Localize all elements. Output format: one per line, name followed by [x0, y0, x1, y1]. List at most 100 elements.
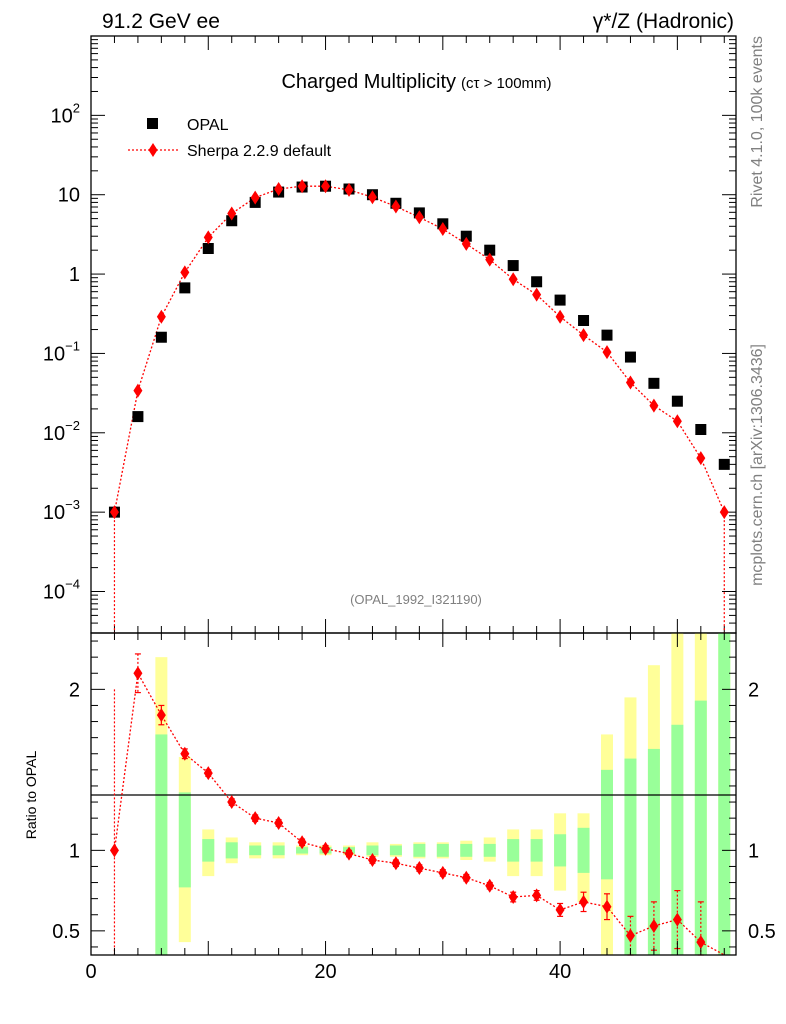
ratio-point	[227, 795, 237, 810]
ratio-inner-band	[366, 845, 379, 856]
ratio-point	[485, 878, 495, 893]
sherpa-point	[532, 287, 542, 302]
main-y-tick-label: 10−4	[43, 577, 80, 604]
sherpa-point	[579, 328, 589, 343]
ratio-inner-band	[155, 734, 168, 955]
main-y-tick-label: 10−1	[43, 338, 80, 365]
chart-title-suffix: (cτ > 100mm)	[461, 75, 552, 92]
legend: OPAL Sherpa 2.2.9 default	[128, 117, 332, 160]
ratio-inner-band	[694, 700, 707, 955]
sherpa-point	[227, 206, 237, 221]
opal-point	[531, 276, 543, 288]
sherpa-line	[113, 185, 725, 513]
ratio-point	[672, 912, 682, 927]
ratio-y-axis-label: Ratio to OPAL	[23, 751, 39, 840]
ratio-point	[274, 815, 284, 830]
ratio-point	[696, 935, 706, 950]
main-y-tick-label: 10	[58, 185, 80, 207]
tick-mantissa: 10	[51, 105, 73, 127]
x-tick-label: 20	[314, 961, 336, 983]
ratio-inner-band	[601, 769, 613, 880]
ratio-inner-band	[389, 845, 402, 856]
ratio-inner-band	[718, 633, 731, 955]
sherpa-point	[649, 398, 659, 413]
opal-point	[578, 315, 590, 327]
legend-opal-marker	[147, 118, 158, 129]
ratio-inner-band	[178, 792, 191, 888]
sherpa-point	[625, 375, 635, 390]
opal-point	[179, 282, 191, 294]
header-left: 91.2 GeV ee	[102, 10, 220, 33]
ratio-point	[414, 861, 424, 876]
ratio-point	[109, 843, 119, 858]
sherpa-point	[461, 236, 471, 251]
ratio-plot: 0.5 0.5 1 1 2 2 0 20 40 Ratio to OPAL	[23, 632, 776, 983]
ratio-bands	[155, 633, 731, 955]
legend-sherpa-label: Sherpa 2.2.9 default	[187, 143, 332, 160]
sherpa-point	[203, 230, 213, 245]
ratio-inner-band	[225, 842, 238, 859]
sherpa-point	[414, 210, 424, 225]
tick-exponent: −3	[65, 497, 80, 512]
ratio-inner-band	[624, 758, 637, 955]
tick-mantissa: 10	[43, 343, 65, 365]
ratio-point	[508, 890, 518, 905]
ratio-inner-band	[296, 847, 309, 854]
sherpa-point	[672, 414, 682, 429]
ratio-inner-band	[436, 843, 449, 857]
ratio-line	[113, 671, 725, 956]
tick-exponent: 2	[73, 100, 80, 115]
ratio-inner-band	[413, 843, 426, 857]
sherpa-point	[367, 190, 377, 205]
ratio-y-tick-labels: 0.5 0.5 1 1 2 2	[52, 679, 776, 943]
tick-exponent: −2	[65, 418, 80, 433]
opal-point	[624, 351, 636, 363]
ratio-point	[579, 894, 589, 909]
main-y-tick-label: 102	[51, 100, 80, 127]
ratio-y-tick-label-right: 1	[748, 840, 759, 862]
ratio-inner-band	[647, 748, 660, 955]
ratio-point	[133, 666, 143, 681]
sherpa-point	[508, 272, 518, 287]
opal-point	[507, 260, 519, 272]
ratio-point	[180, 746, 190, 761]
chart-title: Charged Multiplicity	[281, 71, 456, 93]
ratio-point	[602, 899, 612, 914]
opal-point	[554, 294, 566, 306]
opal-point	[460, 230, 472, 242]
tick-mantissa: 10	[43, 423, 65, 445]
x-tick-labels: 0 20 40	[85, 961, 571, 983]
opal-point	[484, 244, 496, 256]
sherpa-point	[391, 199, 401, 214]
main-y-tick-label: 10−3	[43, 497, 80, 524]
sherpa-point	[250, 190, 260, 205]
ratio-point	[321, 841, 331, 856]
header-right: γ*/Z (Hadronic)	[593, 10, 734, 33]
ratio-inner-band	[507, 839, 520, 862]
ratio-y-tick-label: 0.5	[52, 921, 80, 943]
legend-sherpa-marker	[148, 143, 158, 157]
opal-point	[601, 329, 613, 341]
tick-exponent: −1	[65, 338, 80, 353]
sherpa-point	[485, 252, 495, 267]
ratio-point	[203, 766, 213, 781]
ratio-point	[344, 846, 354, 861]
sherpa-point	[602, 345, 612, 360]
source-label: mcplots.cern.ch [arXiv:1306.3436]	[749, 344, 766, 586]
ratio-y-tick-label: 1	[69, 840, 80, 862]
ratio-inner-band	[202, 839, 215, 862]
tick-exponent: −4	[65, 577, 80, 592]
opal-point	[226, 215, 238, 227]
ratio-inner-band	[272, 845, 285, 856]
ratio-inner-band	[483, 843, 496, 857]
ratio-point	[461, 870, 471, 885]
ratio-point	[367, 853, 377, 868]
ratio-inner-band	[577, 827, 590, 873]
sherpa-point	[297, 179, 307, 194]
opal-point	[718, 458, 730, 470]
main-data	[108, 179, 730, 633]
tick-mantissa: 1	[69, 264, 80, 286]
main-y-tick-label: 10−2	[43, 418, 80, 445]
sherpa-point	[274, 182, 284, 197]
